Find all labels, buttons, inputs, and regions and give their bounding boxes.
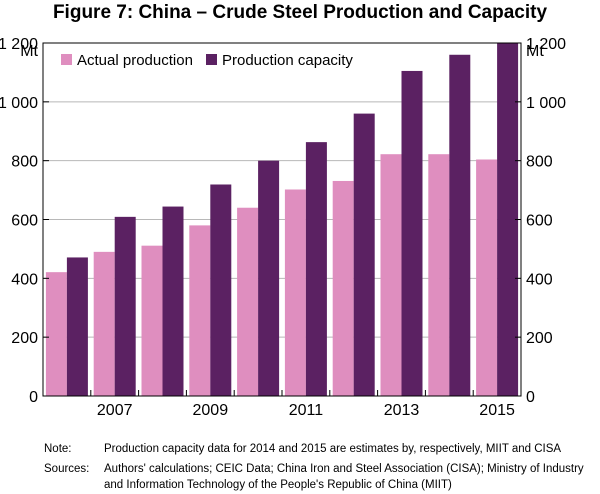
y-tick-label-left: 1 000	[0, 95, 38, 112]
y-tick-label-right: 600	[526, 213, 553, 230]
bar-actual-production-2008	[141, 245, 163, 396]
x-tick-label: 2013	[384, 402, 420, 419]
legend-swatch-production-capacity	[206, 54, 217, 65]
y-tick-label-left: 0	[29, 389, 38, 406]
sources-row-2: and Information Technology of the People…	[0, 477, 600, 493]
x-tick-label: 2007	[97, 402, 133, 419]
bar-actual-production-2012	[332, 180, 354, 396]
x-tick-label: 2015	[479, 402, 515, 419]
y-tick-label-left: 400	[11, 271, 38, 288]
bar-actual-production-2015	[476, 159, 498, 396]
tick-marks	[43, 42, 521, 397]
tick-labels: 0 0 200 200 400 400 600 600 800 800 1 000 1 000 1 20…	[0, 36, 566, 419]
bar-production-capacity-2013	[401, 70, 423, 396]
bar-actual-production-2014	[428, 154, 450, 396]
note-row: Note: Production capacity data for 2014 …	[0, 441, 600, 457]
y-tick-label-right: 1 000	[526, 95, 566, 112]
bar-actual-production-2011	[284, 189, 306, 396]
footnotes: Note: Production capacity data for 2014 …	[0, 441, 600, 493]
bar-production-capacity-2010	[258, 160, 280, 396]
y-tick-label-right: 800	[526, 154, 553, 171]
x-tick-label: 2009	[193, 402, 229, 419]
bar-actual-production-2013	[380, 154, 402, 396]
sources-row: Sources: Authors' calculations; CEIC Dat…	[0, 461, 600, 477]
bar-actual-production-2007	[93, 251, 115, 396]
y-tick-label-left: 800	[11, 154, 38, 171]
bar-production-capacity-2008	[162, 206, 184, 396]
y-tick-label-right: 200	[526, 330, 553, 347]
bar-production-capacity-2015	[497, 43, 519, 396]
bars	[45, 43, 519, 397]
bar-actual-production-2009	[189, 225, 211, 396]
sources-label: Sources:	[44, 463, 90, 475]
bar-production-capacity-2007	[114, 216, 136, 396]
y-axis-unit-right: Mt	[526, 43, 544, 60]
note-label: Note:	[44, 443, 72, 455]
bar-production-capacity-2011	[305, 142, 327, 396]
bar-actual-production-2006	[45, 272, 67, 396]
y-tick-label-right: 400	[526, 271, 553, 288]
bar-production-capacity-2014	[449, 54, 471, 397]
y-tick-label-right: 1 200	[526, 36, 566, 53]
sources-text-line1: Authors' calculations; CEIC Data; China …	[104, 463, 584, 475]
legend-label-actual-production: Actual production	[77, 52, 193, 69]
y-tick-label-right: 0	[526, 389, 535, 406]
bar-production-capacity-2006	[66, 257, 88, 396]
y-axis-unit-left: Mt	[20, 43, 38, 60]
bar-production-capacity-2012	[353, 113, 375, 396]
y-tick-label-left: 200	[11, 330, 38, 347]
legend-label-production-capacity: Production capacity	[222, 52, 353, 69]
x-tick-label: 2011	[289, 402, 324, 419]
note-text: Production capacity data for 2014 and 20…	[104, 443, 562, 455]
chart-title: Figure 7: China – Crude Steel Production…	[52, 2, 548, 23]
chart: 0 0 200 200 400 400 600 600 800 800 1 000 1 000 1 20…	[0, 36, 566, 419]
legend-swatch-actual-production	[61, 54, 72, 65]
y-tick-label-left: 600	[11, 213, 38, 230]
bar-production-capacity-2009	[210, 184, 232, 396]
sources-text-line2: and Information Technology of the People…	[104, 479, 452, 491]
bar-actual-production-2010	[237, 207, 259, 396]
y-tick-label-left: 1 200	[0, 36, 38, 53]
legend: Actual production Production capacity	[61, 52, 353, 69]
